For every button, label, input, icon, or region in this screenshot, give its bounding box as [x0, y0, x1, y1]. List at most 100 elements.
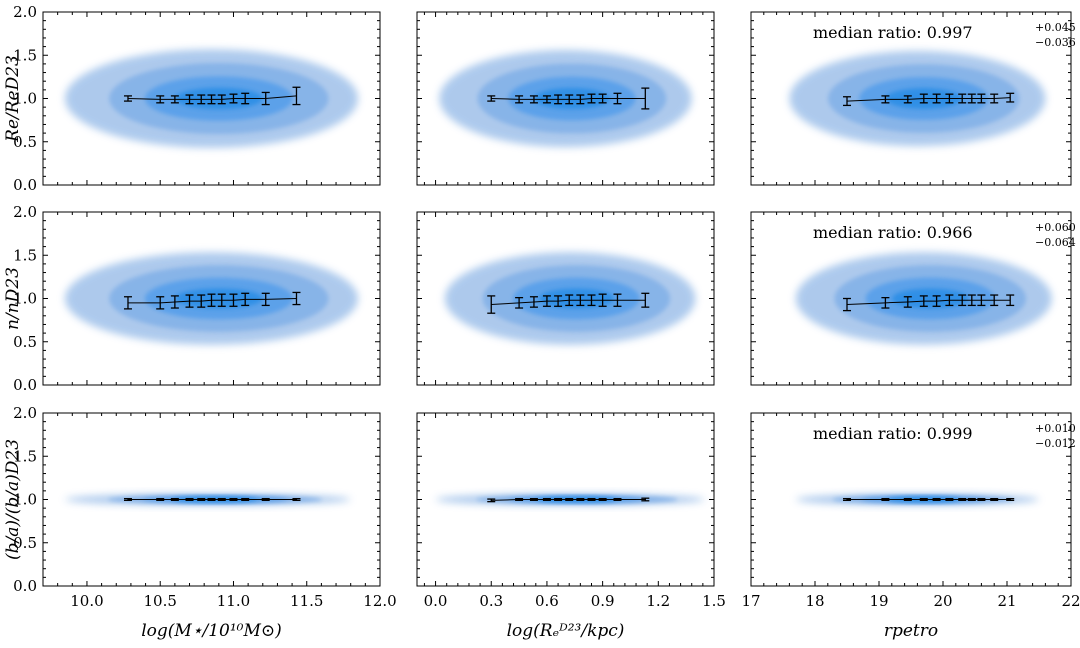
- errorbar-r2-c0-b4: [197, 497, 206, 502]
- ytick-label-r1: 1.5: [13, 246, 37, 264]
- errorbar-r1-c2-b7: [967, 294, 976, 307]
- median-ratio-r0: median ratio: 0.997: [813, 23, 973, 42]
- yaxis-label-r0: Re/ReD23: [3, 55, 23, 143]
- density-contour-r0-c1-l3: [534, 87, 610, 110]
- errorbar-r2-c0-b7: [229, 497, 238, 502]
- errorbar-r2-c2-b6: [958, 497, 967, 502]
- errorbar-r0-c0-b5: [207, 94, 216, 105]
- errorbar-r1-c1-b6: [576, 294, 585, 307]
- errorbar-r0-c2-b7: [967, 93, 976, 104]
- errorbar-r0-c1-b9: [613, 92, 622, 105]
- errorbar-r0-c1-b5: [565, 94, 574, 105]
- errorbar-r2-c1-b4: [554, 497, 563, 502]
- errorbar-r1-c2-b8: [977, 294, 986, 307]
- errorbar-r1-c1-b7: [587, 294, 596, 307]
- median-ratio-minus-r1: −0.064: [1035, 236, 1076, 249]
- density-contour-r1-c2-l3: [892, 288, 969, 309]
- density-contour-r0-c0-l3: [175, 87, 263, 110]
- panels-layer: 0.0 0.5 1.0 1.5 2.0 median ratio: 0.997 +0.045…: [3, 3, 1080, 641]
- errorbar-r2-c0-b5: [207, 497, 216, 502]
- panel-content-r1-c1: [444, 252, 696, 345]
- median-ratio-r2: median ratio: 0.999: [813, 424, 973, 443]
- errorbar-r0-c0-b8: [241, 92, 250, 105]
- errorbar-r1-c0-b4: [197, 294, 206, 308]
- errorbar-r0-c2-b6: [958, 93, 967, 104]
- errorbar-r1-c0-b8: [241, 292, 250, 307]
- density-contour-r1-c0-l3: [175, 288, 263, 309]
- yaxis-label-r1: n/nD23: [3, 267, 23, 330]
- errorbar-r0-c0-b9: [261, 91, 270, 106]
- errorbar-r1-c0-b9: [261, 292, 270, 307]
- errorbar-r2-c1-b8: [598, 497, 607, 502]
- panel-r2-c1: 0.0 0.3 0.6 0.9 1.2 1.5 log(Rₑᴰ²³/kpc): [416, 412, 726, 641]
- errorbar-r2-c1-b5: [565, 497, 574, 502]
- panel-r1-c1: [416, 211, 715, 386]
- xtick-label-c1: 1.5: [702, 592, 726, 610]
- errorbar-r0-c1-b4: [554, 94, 563, 105]
- errorbar-r2-c1-b2: [529, 497, 538, 502]
- xtick-label-c0: 10.5: [144, 592, 177, 610]
- panel-content-r2-c1: [435, 493, 705, 506]
- ytick-label-r1: 0.5: [13, 333, 37, 351]
- median-ratio-plus-r2: +0.010: [1035, 422, 1076, 435]
- errorbar-r1-c0-b1: [156, 296, 165, 310]
- errorbar-r1-c0-b0: [123, 296, 132, 310]
- errorbar-r0-c0-b3: [185, 94, 194, 105]
- median-ratio-minus-r2: −0.012: [1035, 437, 1076, 450]
- errorbar-r2-c0-b9: [261, 497, 270, 502]
- ytick-label-r0: 1.0: [13, 90, 37, 108]
- errorbar-r1-c2-b4: [932, 295, 941, 307]
- xtick-label-c1: 0.0: [424, 592, 448, 610]
- errorbar-r1-c0-b7: [229, 293, 238, 307]
- errorbar-r1-c2-b10: [1006, 294, 1015, 307]
- errorbar-r0-c1-b6: [576, 94, 585, 105]
- errorbar-r0-c2-b10: [1006, 92, 1015, 103]
- errorbar-r2-c0-b8: [241, 497, 250, 502]
- ytick-label-r0: 1.5: [13, 46, 37, 64]
- xtick-label-c1: 0.9: [591, 592, 615, 610]
- errorbar-r2-c2-b2: [903, 497, 912, 502]
- errorbar-r1-c2-b9: [990, 294, 999, 307]
- errorbar-r2-c2-b0: [843, 497, 851, 502]
- errorbar-r2-c0-b10: [292, 497, 301, 502]
- xtick-label-c1: 0.3: [479, 592, 503, 610]
- errorbar-r1-c1-b5: [565, 294, 574, 307]
- xtick-label-c0: 10.0: [70, 592, 103, 610]
- errorbar-r0-c0-b6: [217, 94, 226, 105]
- panel-r1-c0: 0.0 0.5 1.0 1.5 2.0: [13, 203, 381, 394]
- errorbar-r1-c2-b1: [881, 296, 890, 309]
- panel-r1-c2: median ratio: 0.966 +0.060 −0.064: [750, 211, 1076, 386]
- errorbar-r2-c2-b4: [932, 497, 941, 502]
- errorbar-r0-c2-b4: [932, 93, 941, 104]
- xtick-label-c2: 19: [869, 592, 888, 610]
- errorbar-r0-c2-b0: [843, 96, 851, 107]
- errorbar-r1-c0-b5: [207, 293, 216, 307]
- errorbar-r0-c1-b3: [542, 95, 551, 104]
- errorbar-r2-c0-b3: [185, 497, 194, 502]
- panel-content-r2-c2: [795, 493, 1039, 506]
- errorbar-r1-c2-b6: [958, 294, 967, 307]
- panel-r0-c1: [416, 11, 715, 186]
- ytick-label-r1: 0.0: [13, 376, 37, 394]
- errorbar-r0-c1-b8: [598, 93, 607, 104]
- xtick-label-c2: 17: [741, 592, 760, 610]
- errorbar-r0-c2-b2: [903, 95, 912, 104]
- errorbar-r2-c0-b1: [156, 497, 165, 502]
- errorbar-r2-c1-b0: [487, 498, 496, 503]
- errorbar-r2-c2-b9: [990, 497, 999, 502]
- ytick-label-r0: 2.0: [13, 3, 37, 21]
- panel-r2-c2: 17 18 19 20 21 22 rpetro median ratio: 0.999 +0.…: [741, 412, 1080, 641]
- errorbar-r2-c0-b0: [123, 497, 132, 502]
- errorbar-r1-c1-b0: [487, 295, 496, 314]
- ytick-label-r1: 2.0: [13, 203, 37, 221]
- errorbar-r1-c0-b6: [217, 293, 226, 307]
- errorbar-r1-c1-b10: [641, 292, 650, 308]
- panel-r2-c0: 0.0 0.5 1.0 1.5 2.0 10.0 10.5 11.0 11.5 12.0 log(M…: [13, 404, 397, 641]
- errorbar-r2-c1-b10: [641, 497, 650, 502]
- xtick-label-c1: 1.2: [646, 592, 670, 610]
- median-ratio-minus-r0: −0.036: [1035, 36, 1076, 49]
- errorbar-r2-c2-b8: [977, 497, 986, 502]
- errorbar-r1-c0-b10: [292, 291, 301, 306]
- ytick-label-r2: 0.5: [13, 534, 37, 552]
